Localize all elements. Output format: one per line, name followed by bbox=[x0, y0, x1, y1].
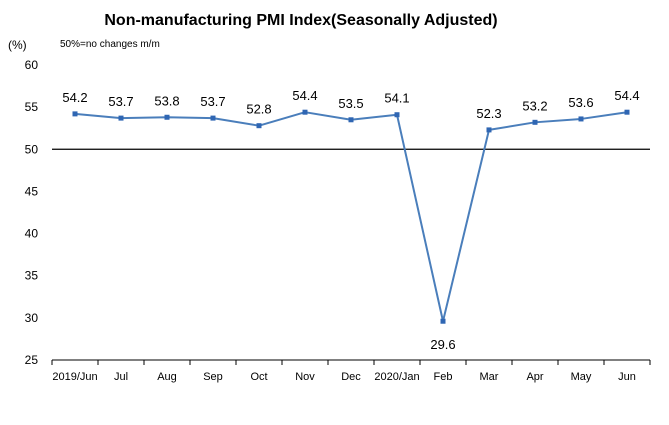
y-tick-label: 45 bbox=[25, 184, 39, 198]
y-tick-label: 60 bbox=[25, 58, 39, 72]
y-tick-label: 50 bbox=[25, 142, 39, 156]
data-point bbox=[210, 115, 216, 121]
y-tick-label: 30 bbox=[25, 311, 39, 325]
data-point bbox=[256, 123, 262, 129]
x-tick-label: Jul bbox=[114, 371, 128, 383]
data-point bbox=[532, 119, 538, 125]
series-line bbox=[74, 111, 628, 323]
series bbox=[72, 109, 630, 324]
chart-note: 50%=no changes m/m bbox=[60, 39, 160, 50]
x-tick-label: Apr bbox=[526, 371, 543, 383]
x-tick-label: 2019/Jun bbox=[52, 371, 97, 383]
data-point bbox=[394, 112, 400, 118]
data-label: 53.8 bbox=[154, 93, 179, 108]
data-label: 29.6 bbox=[430, 337, 455, 352]
data-label: 54.4 bbox=[614, 88, 639, 103]
x-tick-label: May bbox=[571, 371, 592, 383]
data-point bbox=[118, 115, 124, 121]
x-axis: 2019/Jun Jul Aug Sep Oct Nov Dec 2020/Jan Feb Mar… bbox=[52, 371, 636, 383]
data-label: 54.4 bbox=[292, 88, 317, 103]
x-tick-label: Sep bbox=[203, 371, 223, 383]
x-tick-label: Nov bbox=[295, 371, 315, 383]
data-point bbox=[440, 318, 446, 324]
axes bbox=[51, 148, 651, 365]
data-point bbox=[302, 109, 308, 115]
x-tick-label: Aug bbox=[157, 371, 177, 383]
x-tick-label: Jun bbox=[618, 371, 636, 383]
data-point bbox=[624, 109, 630, 115]
x-tick-label: Feb bbox=[434, 371, 453, 383]
data-label: 53.7 bbox=[108, 94, 133, 109]
data-label: 54.2 bbox=[62, 90, 87, 105]
data-point bbox=[578, 116, 584, 122]
data-label: 53.7 bbox=[200, 94, 225, 109]
chart-title: Non-manufacturing PMI Index(Seasonally A… bbox=[104, 12, 497, 29]
y-tick-label: 55 bbox=[25, 100, 39, 114]
y-axis: 25 30 35 40 45 50 55 60 bbox=[25, 58, 39, 367]
y-tick-label: 40 bbox=[25, 227, 39, 241]
y-tick-label: 35 bbox=[25, 269, 39, 283]
data-label: 53.5 bbox=[338, 96, 363, 111]
data-point bbox=[72, 111, 78, 117]
y-axis-label: (%) bbox=[8, 38, 27, 52]
data-label: 53.2 bbox=[522, 98, 547, 113]
x-tick-label: Oct bbox=[250, 371, 267, 383]
x-tick-label: Dec bbox=[341, 371, 361, 383]
data-point bbox=[164, 114, 170, 120]
data-point bbox=[348, 117, 354, 123]
x-tick-label: Mar bbox=[480, 371, 499, 383]
data-label: 52.8 bbox=[246, 102, 271, 117]
data-label: 54.1 bbox=[384, 91, 409, 106]
data-label: 53.6 bbox=[568, 95, 593, 110]
data-labels: 54.2 53.7 53.8 53.7 52.8 54.4 53.5 54.1 29.6 52.3… bbox=[62, 88, 639, 352]
data-point bbox=[486, 127, 492, 133]
y-tick-label: 25 bbox=[25, 353, 39, 367]
data-label: 52.3 bbox=[476, 106, 501, 121]
x-tick-label: 2020/Jan bbox=[374, 371, 419, 383]
